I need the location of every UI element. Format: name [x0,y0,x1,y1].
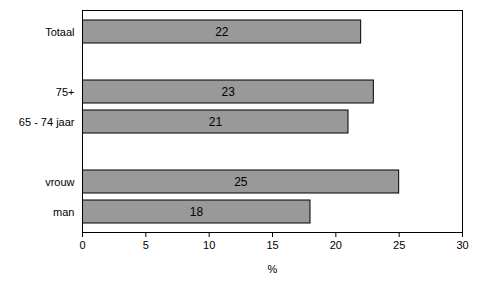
svg-text:man: man [53,206,74,218]
svg-text:15: 15 [266,239,278,251]
svg-text:25: 25 [393,239,405,251]
svg-text:10: 10 [203,239,215,251]
svg-text:0: 0 [79,239,85,251]
svg-text:25: 25 [234,175,248,189]
svg-text:75+: 75+ [56,86,75,98]
svg-text:%: % [268,263,278,275]
svg-text:20: 20 [330,239,342,251]
svg-text:18: 18 [190,205,204,219]
svg-text:vrouw: vrouw [45,176,74,188]
svg-text:Totaal: Totaal [45,26,74,38]
svg-text:22: 22 [215,25,229,39]
svg-text:21: 21 [209,115,223,129]
svg-text:30: 30 [456,239,468,251]
svg-text:23: 23 [221,85,235,99]
svg-text:5: 5 [143,239,149,251]
svg-text:65 - 74 jaar: 65 - 74 jaar [19,116,75,128]
